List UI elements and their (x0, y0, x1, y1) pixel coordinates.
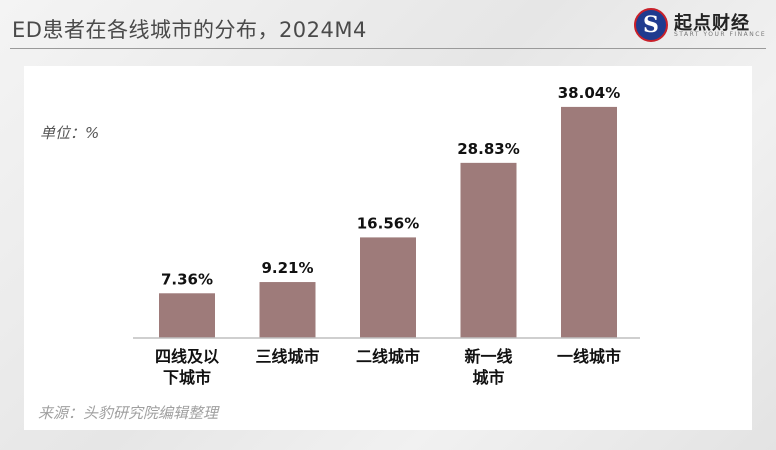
source-note: 来源：头豹研究院编辑整理 (38, 404, 219, 422)
bar-5 (561, 106, 617, 338)
brand-logo: S 起点财经 START YOUR FINANCE (634, 6, 770, 44)
logo-name: 起点财经 (674, 13, 750, 34)
page-title: ED患者在各线城市的分布，2024M4 (12, 18, 367, 42)
data-label-2: 9.21% (261, 259, 313, 277)
category-label-5: 一线城市 (557, 347, 621, 366)
bar-4 (460, 162, 517, 338)
logo-tagline: START YOUR FINANCE (674, 31, 767, 38)
data-label-4: 28.83% (457, 140, 519, 158)
bar-3 (360, 237, 416, 338)
title-divider (10, 48, 766, 49)
category-label-4: 新一线城市 (464, 347, 512, 387)
category-label-3: 二线城市 (356, 347, 420, 366)
category-label-2: 三线城市 (255, 347, 319, 366)
bar-1 (159, 293, 215, 338)
logo-s-icon: S (634, 8, 668, 42)
data-label-1: 7.36% (161, 270, 213, 288)
bar-2 (259, 282, 316, 338)
data-label-3: 16.56% (357, 214, 419, 232)
data-label-5: 38.04% (558, 84, 620, 102)
category-label-1: 四线及以下城市 (155, 347, 219, 387)
unit-label: 单位：% (40, 124, 100, 142)
